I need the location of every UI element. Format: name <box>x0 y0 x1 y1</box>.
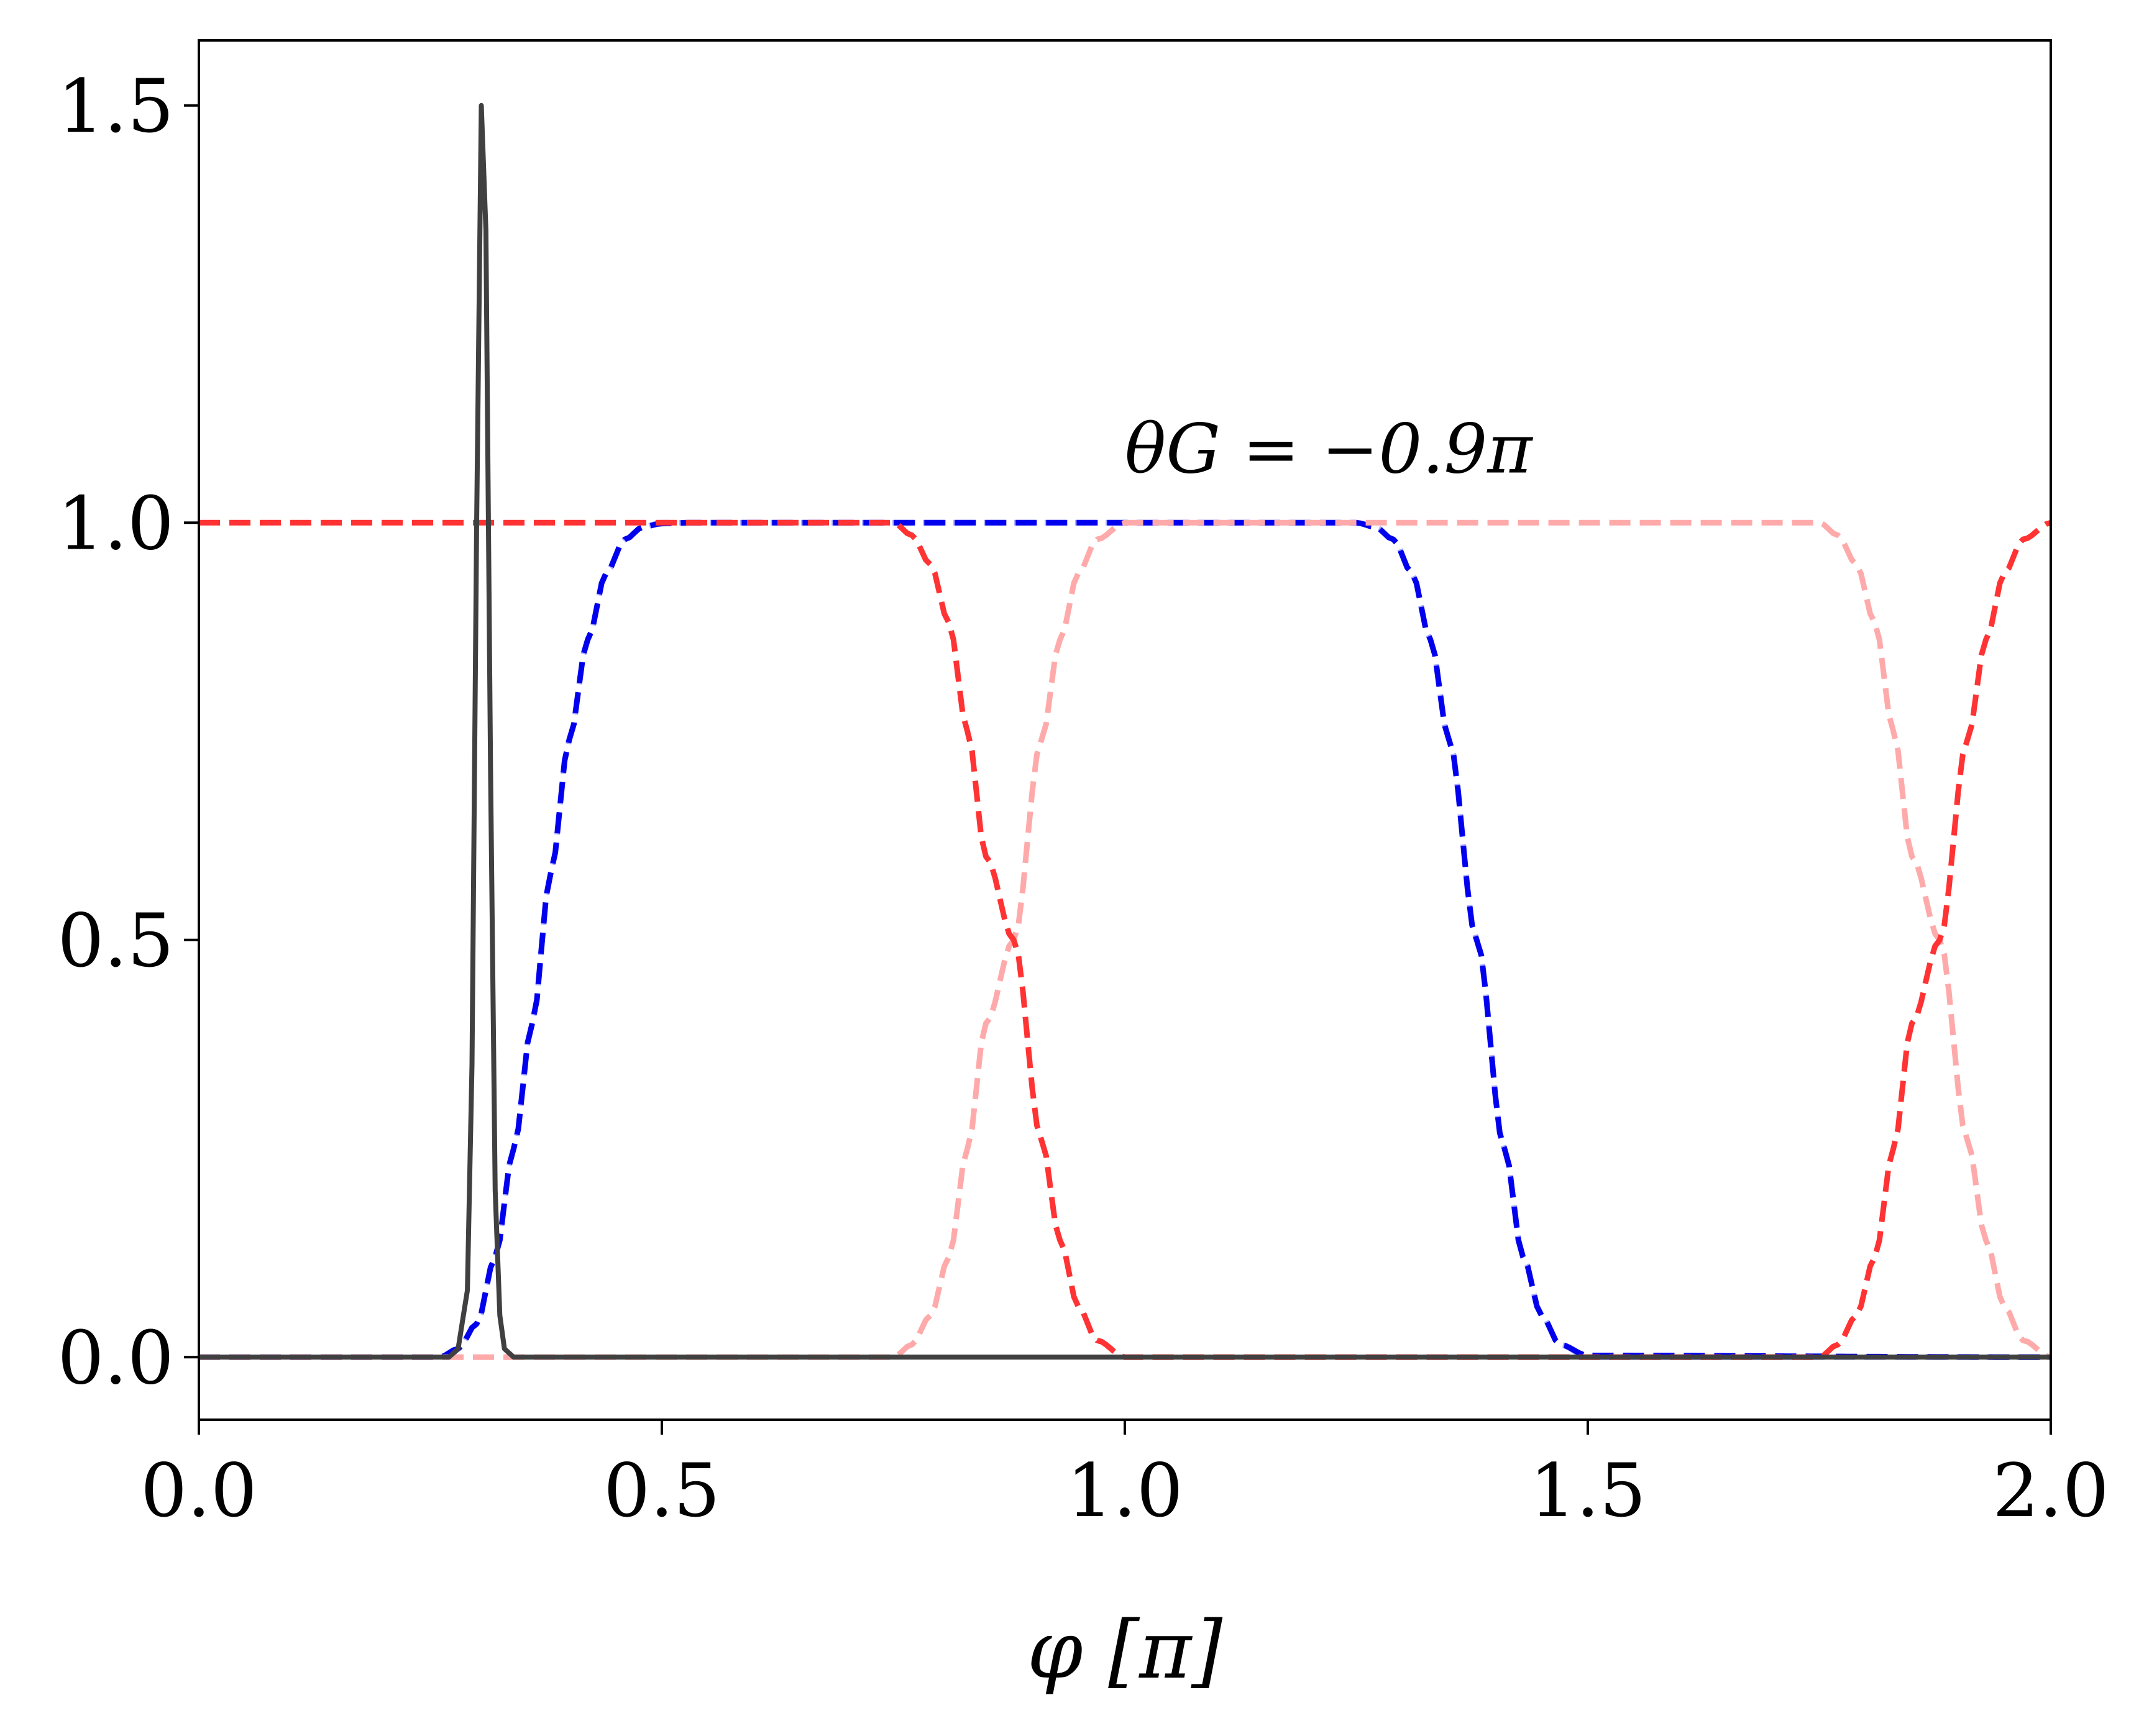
y-tick-label: 1.0 <box>57 480 174 566</box>
x-tick-label: 1.5 <box>1529 1448 1646 1533</box>
theta-annotation: θG = −0.9π <box>1125 409 1533 489</box>
y-tick-label: 0.0 <box>57 1315 174 1400</box>
x-tick-label: 0.5 <box>603 1448 720 1533</box>
ticks-layer: 0.0 0.5 1.0 1.5 2.0 0.0 0.5 1.0 1.5 <box>57 63 2109 1533</box>
y-tick-label: 0.5 <box>57 898 174 984</box>
series-line-4 <box>199 103 2051 1360</box>
x-axis-label: φ [π] <box>1027 1604 1223 1697</box>
x-tick-label: 1.0 <box>1066 1448 1183 1533</box>
x-tick-label: 0.0 <box>140 1448 257 1533</box>
series-line-2 <box>199 519 2051 1360</box>
series-layer <box>199 103 2051 1360</box>
y-tick-label: 1.5 <box>57 63 174 149</box>
x-tick-label: 2.0 <box>1992 1448 2109 1533</box>
